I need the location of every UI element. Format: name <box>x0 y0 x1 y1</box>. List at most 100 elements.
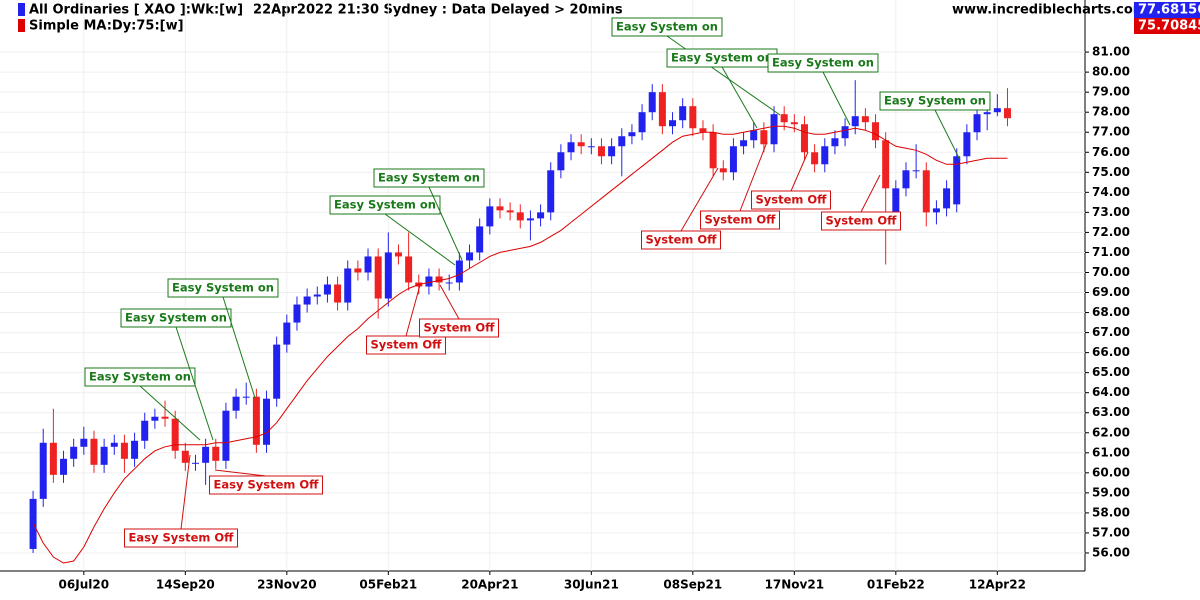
candle-body <box>151 416 159 421</box>
candle-body <box>506 210 514 213</box>
candle-body <box>821 146 829 165</box>
candle-body <box>953 156 961 205</box>
candle-body <box>323 284 331 295</box>
candle-body <box>587 146 595 148</box>
candle-body <box>648 92 656 113</box>
candle-body <box>455 260 463 283</box>
candle-body <box>364 256 372 273</box>
candle-body <box>80 438 88 447</box>
annotation-arrow <box>790 151 809 192</box>
annotation-arrow <box>175 326 214 441</box>
candle-body <box>394 252 402 257</box>
annotation-label: Easy System Off <box>214 478 320 492</box>
candle-body <box>679 106 687 121</box>
candle-body <box>760 130 768 145</box>
annotation-arrow <box>405 284 421 337</box>
candle-body <box>100 446 108 465</box>
candle-body <box>912 170 920 172</box>
candle-body <box>49 442 57 475</box>
source: www.incrediblecharts.com <box>952 3 1146 18</box>
candle-body <box>618 136 626 147</box>
candle-body <box>90 438 98 465</box>
candle-body <box>669 120 677 127</box>
candle-body <box>486 206 494 227</box>
annotation-label: System Off <box>646 233 718 247</box>
legend-label: Simple MA:Dy:75:[w] <box>29 19 184 34</box>
x-tick-label: 14Sep20 <box>156 578 215 592</box>
y-tick-label: 77.00 <box>1092 125 1130 139</box>
candle-body <box>841 126 849 139</box>
candle-body <box>770 114 778 145</box>
annotation-arrow <box>721 66 758 129</box>
candle-body <box>709 132 717 169</box>
candle-body <box>425 276 433 287</box>
candle-body <box>993 108 1001 113</box>
annotation-label: System Off <box>756 193 828 207</box>
y-tick-label: 56.00 <box>1092 545 1130 559</box>
candle-body <box>476 226 484 253</box>
annotation-label: Easy System on <box>172 281 274 295</box>
candle-body <box>780 114 788 123</box>
x-tick-label: 12Apr22 <box>969 578 1026 592</box>
candle-body <box>526 218 534 221</box>
annotation-arrow <box>860 174 881 213</box>
annotation-arrow <box>934 109 961 161</box>
candle-body <box>628 132 636 137</box>
annotation-label: Easy System Off <box>129 531 235 545</box>
annotation-arrow <box>222 296 256 399</box>
candle-body <box>110 442 118 447</box>
y-tick-label: 57.00 <box>1092 525 1130 539</box>
candle-body <box>242 396 250 398</box>
annotation-arrow <box>822 71 851 126</box>
annotation-arrow <box>214 469 267 477</box>
candle-body <box>466 252 474 261</box>
candle-body <box>252 396 260 445</box>
annotation-arrow <box>439 284 460 320</box>
candle-body <box>334 284 342 303</box>
annotation-label: Easy System on <box>616 20 718 34</box>
y-tick-label: 62.00 <box>1092 425 1130 439</box>
candle-body <box>232 396 240 411</box>
candle-body <box>181 450 189 463</box>
candle-body <box>729 146 737 173</box>
candle-body <box>892 188 900 217</box>
candle-body <box>750 130 758 141</box>
candle-body <box>405 256 413 283</box>
candle-body <box>1003 108 1011 119</box>
y-tick-label: 67.00 <box>1092 325 1130 339</box>
x-tick-label: 06Jul20 <box>59 578 110 592</box>
candle-body <box>567 142 575 153</box>
candle-body <box>902 170 910 189</box>
candle-body <box>740 140 748 147</box>
candle-body <box>882 140 890 189</box>
candle-body <box>293 304 301 323</box>
annotation-label: Easy System on <box>89 370 191 384</box>
annotation-label: Easy System on <box>125 311 227 325</box>
y-tick-label: 75.00 <box>1092 165 1130 179</box>
candle-body <box>445 282 453 284</box>
candle-body <box>60 458 68 475</box>
x-tick-label: 23Nov20 <box>257 578 317 592</box>
y-tick-label: 65.00 <box>1092 365 1130 379</box>
candle-body <box>932 208 940 213</box>
x-tick-label: 08Sep21 <box>663 578 722 592</box>
candle-body <box>790 122 798 125</box>
y-tick-label: 58.00 <box>1092 505 1130 519</box>
candle-body <box>202 446 210 463</box>
candle-body <box>851 116 859 127</box>
annotation-label: Easy System on <box>671 51 773 65</box>
candle-body <box>120 442 128 459</box>
candle-body <box>263 398 271 445</box>
candle-body <box>658 92 666 127</box>
annotation-label: System Off <box>705 213 777 227</box>
y-tick-label: 69.00 <box>1092 285 1130 299</box>
candle-body <box>963 132 971 157</box>
candle-body <box>557 152 565 171</box>
last-value: 77.68156 <box>1138 3 1200 18</box>
candle-body <box>811 152 819 165</box>
annotation-label: System Off <box>371 338 443 352</box>
last-value-badge <box>1134 18 1200 34</box>
y-tick-label: 74.00 <box>1092 185 1130 199</box>
candle-body <box>547 170 555 213</box>
